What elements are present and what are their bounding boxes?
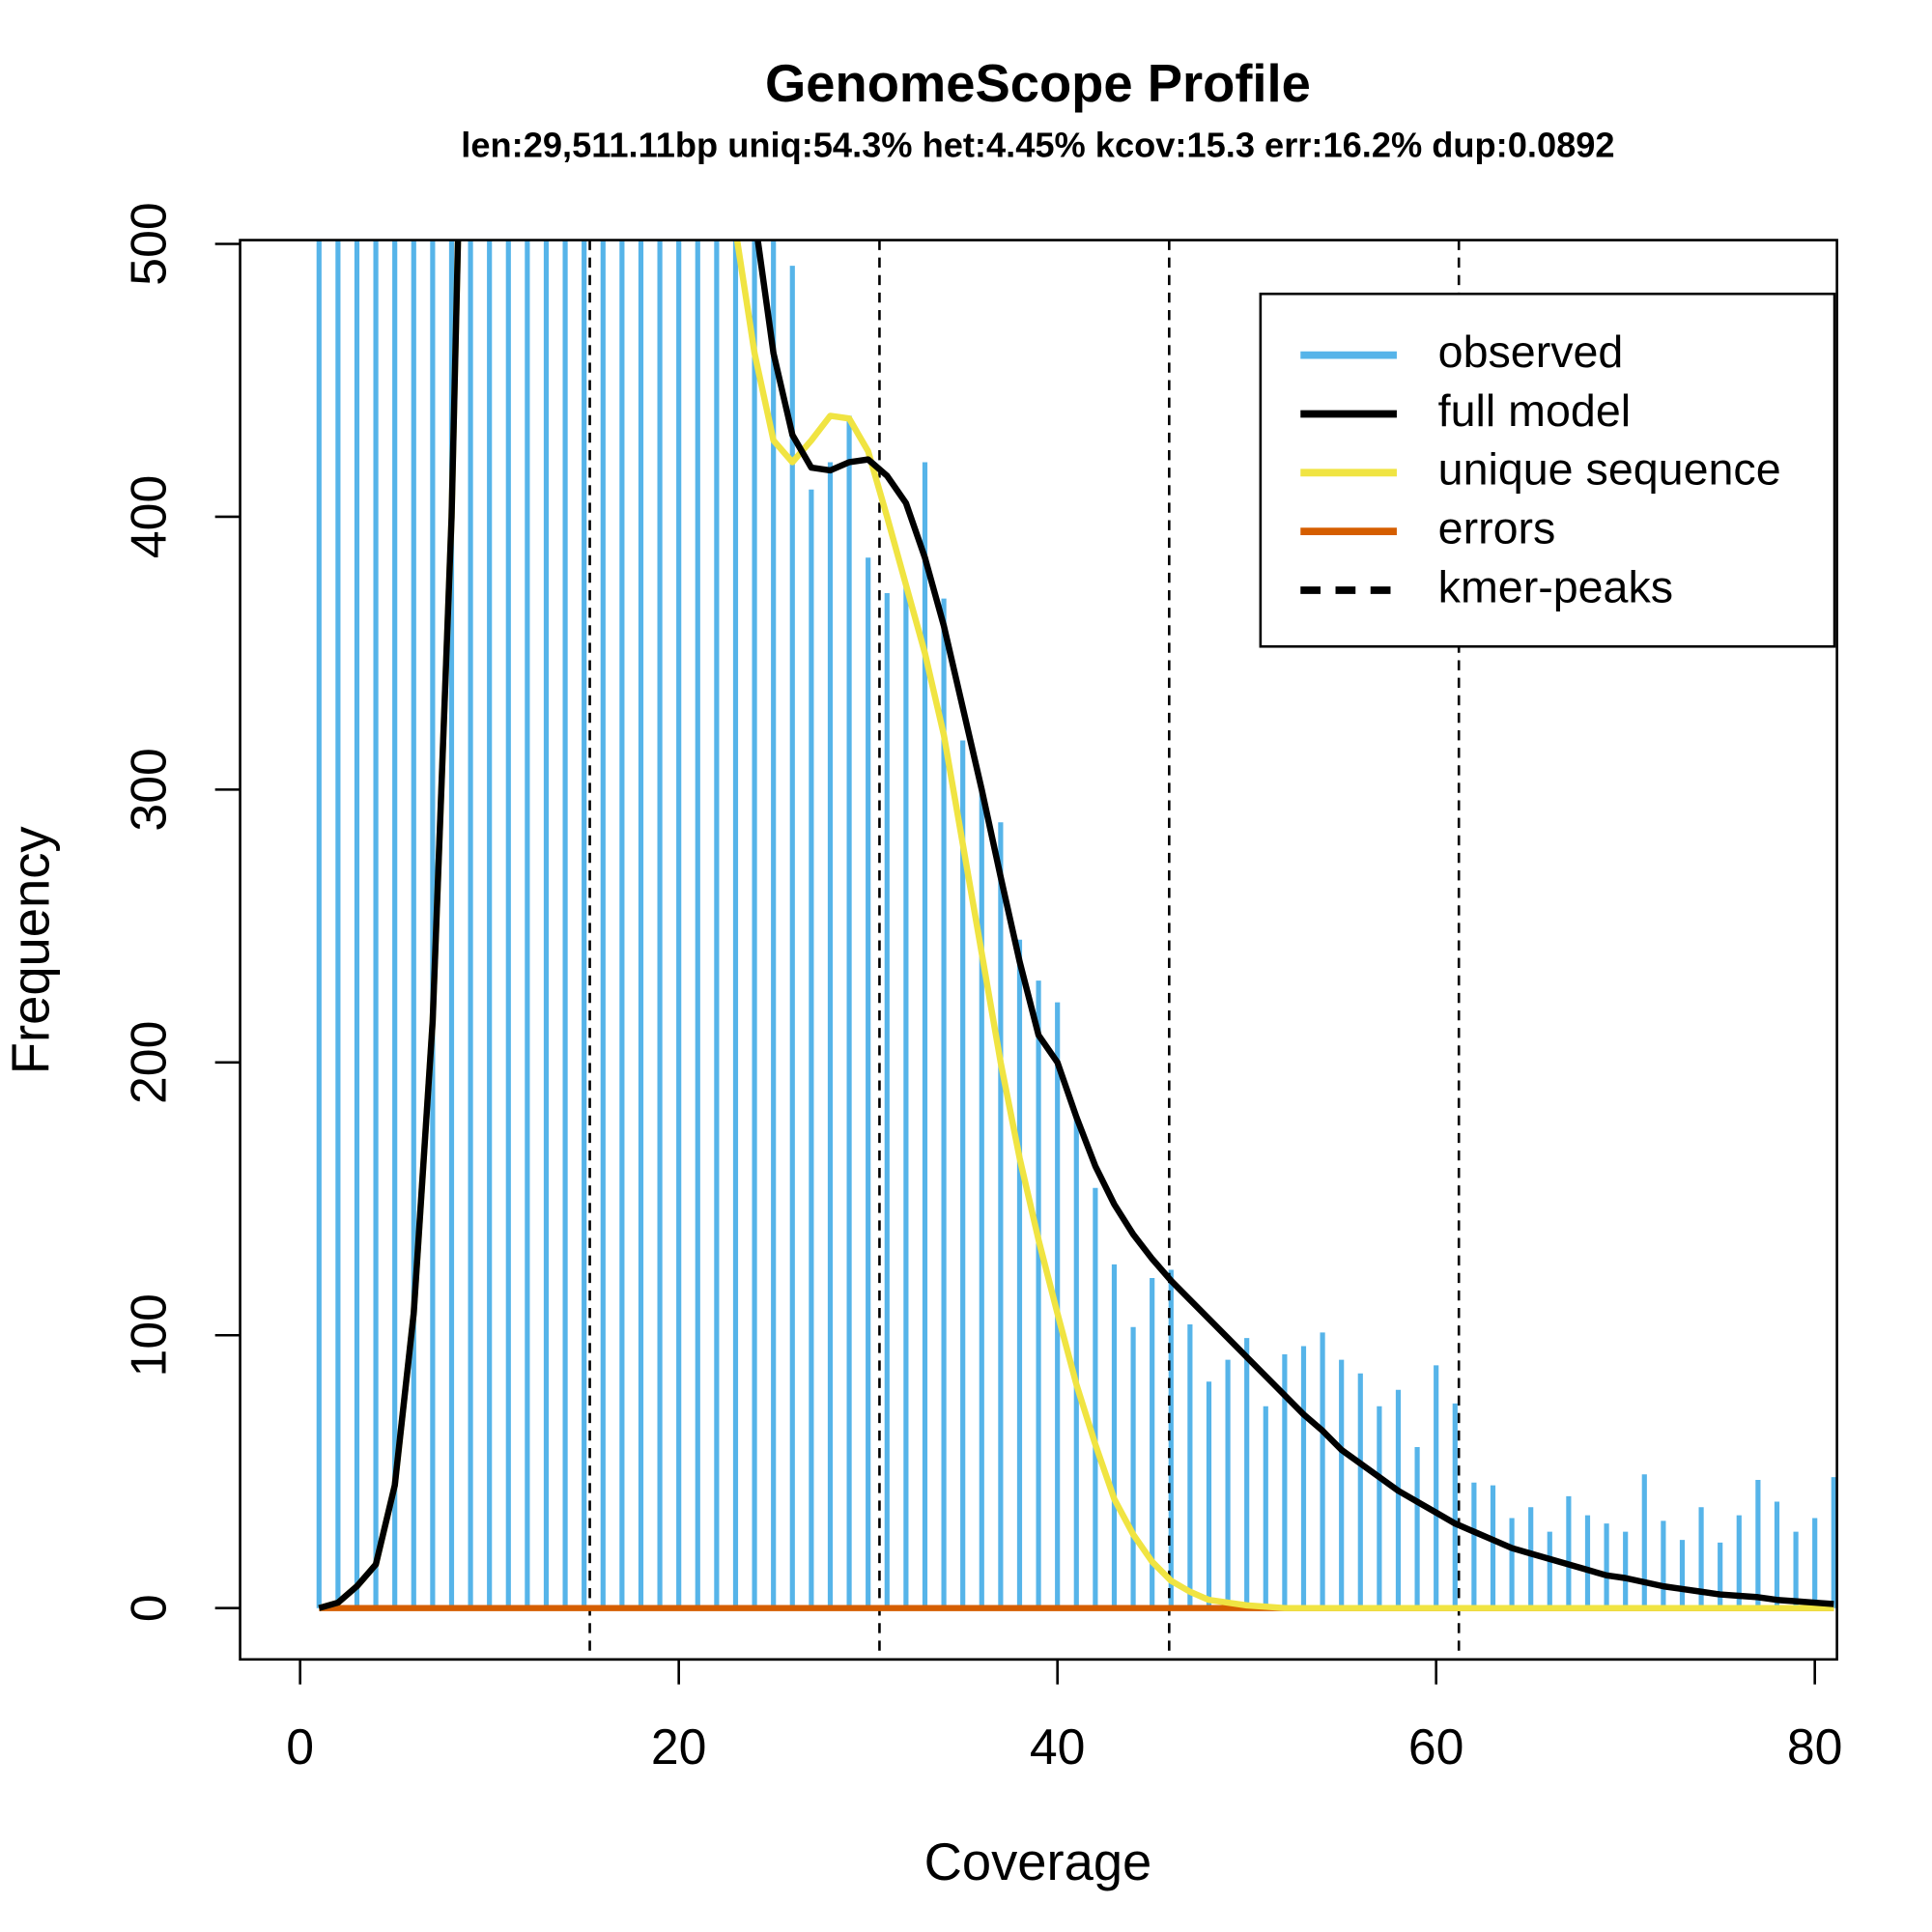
chart-subtitle: len:29,511.11bp uniq:54.3% het:4.45% kco… [461,125,1614,164]
y-tick-label: 500 [121,202,177,285]
y-tick-label: 100 [121,1293,177,1377]
chart-title: GenomeScope Profile [765,54,1311,113]
legend-label: full model [1438,385,1631,436]
plot-area [316,240,1836,1660]
x-tick-label: 20 [651,1719,707,1775]
x-tick-label: 0 [286,1719,314,1775]
y-tick-label: 200 [121,1021,177,1104]
legend-label: observed [1438,327,1624,377]
legend: observed full model unique sequence errors k… [1259,292,1836,648]
model-line [318,240,1834,1611]
y-tick-label: 0 [121,1594,177,1622]
y-axis-label: Frequency [2,826,61,1075]
x-tick-label: 40 [1030,1719,1086,1775]
legend-label: kmer-peaks [1438,561,1673,611]
y-tick-label: 400 [121,475,177,558]
model-line [318,240,1834,1611]
y-tick-label: 300 [121,748,177,831]
x-axis-label: Coverage [924,1833,1152,1891]
x-tick-label: 80 [1787,1719,1843,1775]
legend-label: unique sequence [1438,444,1781,495]
axes: 0 20 40 60 80 0 100 200 300 400 500 [121,202,1843,1775]
legend-label: errors [1438,502,1556,553]
x-tick-label: 60 [1408,1719,1464,1775]
